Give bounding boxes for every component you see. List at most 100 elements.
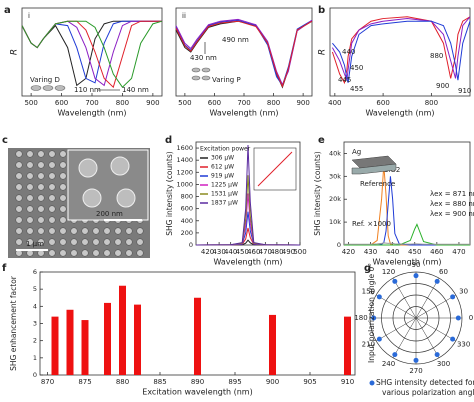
nanoparticle: [59, 205, 67, 213]
panel-label: b: [318, 5, 325, 16]
panel-label: d: [165, 135, 172, 146]
y-tick-label: 600: [181, 205, 193, 213]
bar: [104, 302, 111, 375]
angle-label: 0: [469, 314, 473, 322]
angle-grid: [415, 317, 440, 358]
nanoparticle: [59, 216, 67, 224]
data-point: [434, 352, 440, 358]
plot-frame: [329, 7, 471, 97]
nanoparticle: [37, 205, 45, 213]
y-tick-label: 2: [33, 337, 37, 345]
y-axis-label: SHG intensity (counts): [165, 151, 174, 235]
annotation: 140 nm: [122, 86, 149, 94]
x-tick-label: 480: [270, 248, 283, 256]
x-axis-label: Wavelength (nm): [213, 258, 282, 267]
nanoparticle: [114, 238, 122, 246]
data-point: [376, 336, 382, 342]
nanoparticle: [70, 249, 78, 257]
nanoparticle: [114, 249, 122, 257]
legend-label: 919 μW: [211, 173, 234, 180]
x-axis-label: Excitation wavelength (nm): [142, 388, 252, 397]
angle-label: 270: [409, 367, 422, 375]
x-tick-label: 500: [178, 99, 191, 107]
nanoparticle: [59, 238, 67, 246]
x-tick-label: 400: [328, 99, 341, 107]
angle-label: 240: [382, 360, 395, 368]
series-line: [175, 18, 313, 86]
nanoparticle: [15, 227, 23, 235]
series-line: [344, 242, 470, 245]
y-tick-label: 4: [33, 302, 37, 310]
nanoparticle: [48, 183, 56, 191]
nanoparticle-zoom: [116, 188, 136, 208]
nanoparticle-zoom: [82, 188, 102, 208]
x-tick-label: 800: [116, 99, 129, 107]
disk-icon: [42, 85, 54, 91]
nanoparticle: [125, 227, 133, 235]
bar: [344, 316, 351, 375]
x-tick-label: 450: [236, 248, 249, 256]
axis-label: Input polarization angle 0°: [367, 263, 376, 363]
x-tick-label: 440: [386, 248, 399, 256]
x-tick-label: 430: [364, 248, 377, 256]
nanoparticle: [15, 183, 23, 191]
series-line: [332, 20, 471, 83]
x-tick-label: 500: [293, 248, 306, 256]
sample-icon: [351, 163, 397, 175]
nanoparticle: [136, 249, 144, 257]
x-tick-label: 500: [24, 99, 37, 107]
nanoparticle-zoom: [110, 156, 130, 176]
y-tick-label: 6: [33, 268, 37, 276]
angle-label: 180: [354, 314, 367, 322]
x-tick-label: 420: [201, 248, 214, 256]
data-point: [392, 352, 398, 358]
nanoparticle-zoom: [78, 158, 98, 178]
nanoparticle: [15, 205, 23, 213]
x-tick-label: 470: [259, 248, 272, 256]
data-point: [434, 278, 440, 284]
nanoparticle: [15, 238, 23, 246]
angle-grid: [415, 317, 456, 342]
x-tick-label: 420: [342, 248, 355, 256]
annotation: 880: [430, 52, 443, 60]
nanoparticle: [37, 238, 45, 246]
x-tick-label: 800: [267, 99, 280, 107]
nanoparticle: [37, 172, 45, 180]
annotation: 110 nm: [74, 86, 101, 94]
nanoparticle: [48, 216, 56, 224]
angle-label: 150: [362, 288, 375, 296]
bar: [134, 304, 141, 375]
nanoparticle: [103, 227, 111, 235]
y-tick-label: 1000: [176, 180, 193, 188]
panel-label: f: [2, 263, 7, 274]
nanoparticle: [103, 238, 111, 246]
series-line: [344, 176, 470, 246]
nanoparticle: [114, 227, 122, 235]
nanoparticle: [26, 183, 34, 191]
nanoparticle: [125, 238, 133, 246]
disk-icon: [191, 67, 201, 73]
nanoparticle: [15, 150, 23, 158]
y-tick-label: 1: [33, 354, 37, 362]
nanoparticle: [59, 161, 67, 169]
nanoparticle: [48, 227, 56, 235]
x-axis-label: Wavelength (nm): [209, 109, 278, 118]
annotation: 910: [458, 87, 471, 95]
y-tick-label: 0: [337, 241, 341, 249]
data-point: [413, 357, 419, 363]
nanoparticle: [26, 238, 34, 246]
annotation: λex = 880 nm: [430, 200, 474, 208]
annotation: λex = 871 nm: [430, 190, 474, 198]
angle-grid: [392, 278, 417, 319]
x-tick-label: 460: [247, 248, 260, 256]
annotation: ii: [182, 12, 186, 20]
angle-grid: [376, 294, 417, 319]
data-point: [450, 336, 456, 342]
x-tick-label: 600: [208, 99, 221, 107]
x-tick-label: 900: [296, 99, 309, 107]
annotation: 1 μm: [26, 240, 44, 248]
nanoparticle: [81, 227, 89, 235]
disk-icon: [201, 75, 211, 81]
annotation: 445: [338, 76, 351, 84]
nanoparticle: [48, 194, 56, 202]
